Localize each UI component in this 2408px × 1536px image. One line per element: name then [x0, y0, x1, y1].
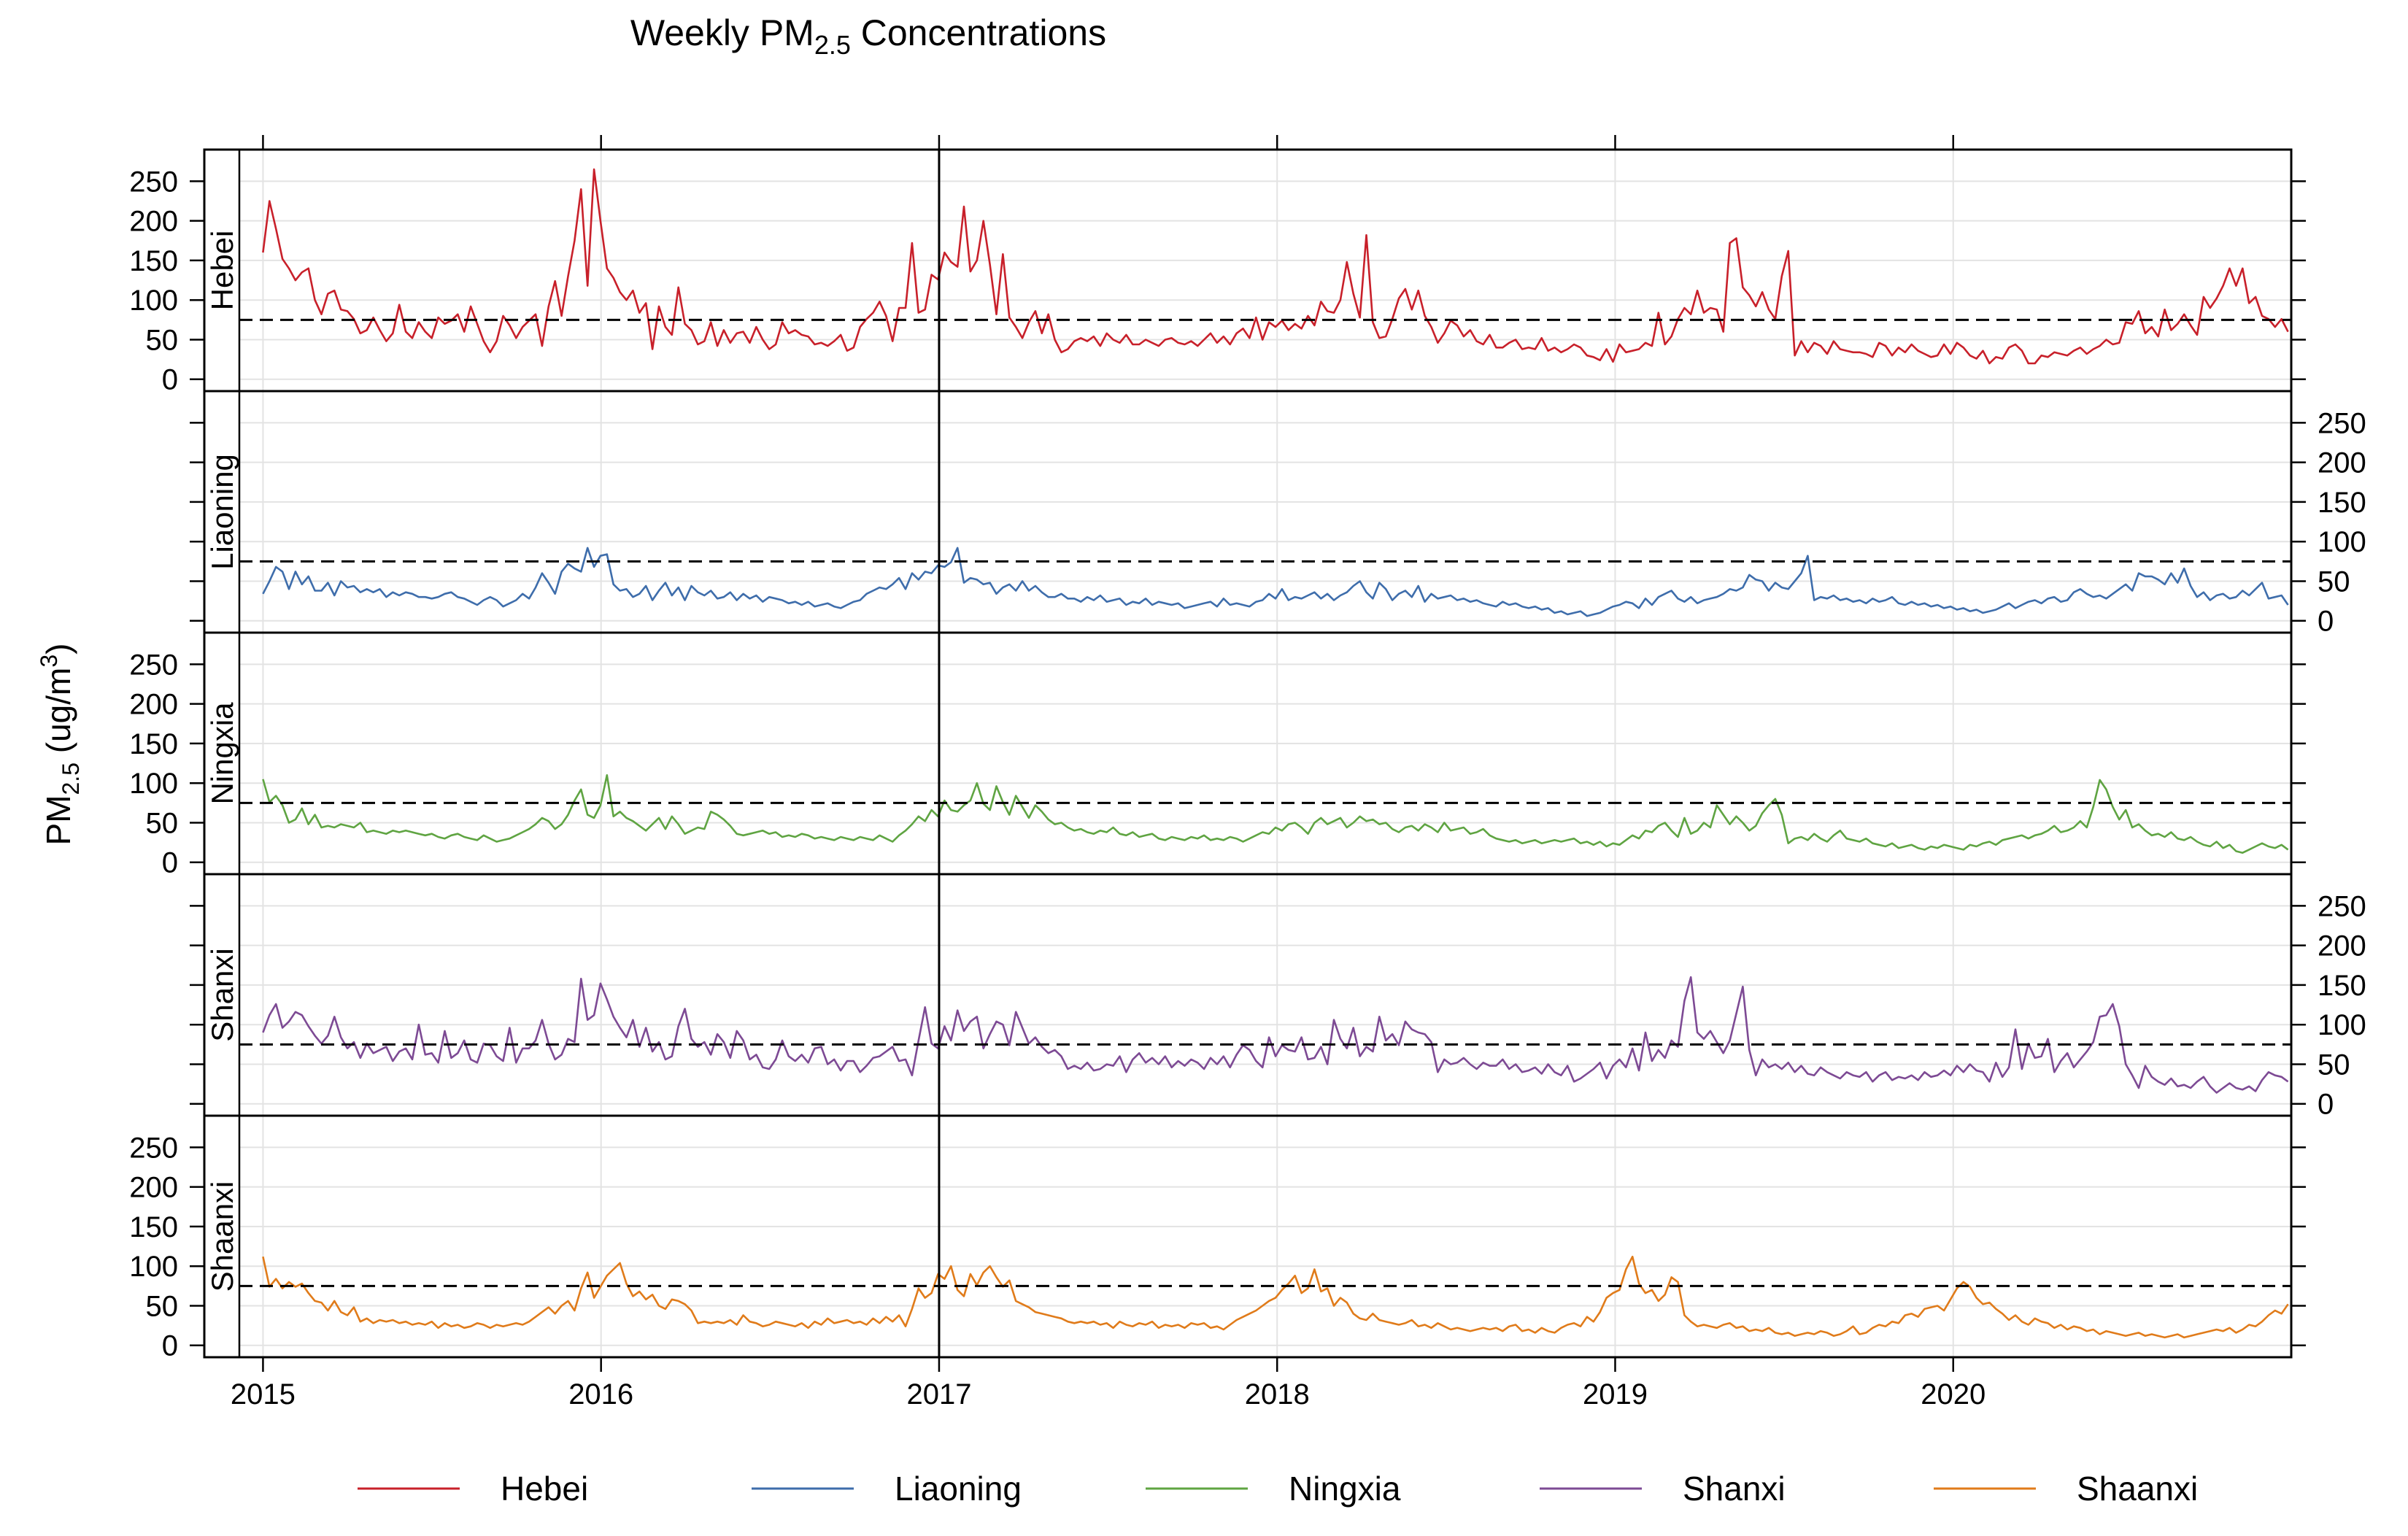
legend-label: Shaanxi: [2077, 1470, 2198, 1508]
y-tick-label: 200: [129, 206, 178, 238]
legend-item-liaoning: Liaoning: [752, 1470, 1022, 1508]
y-tick-label: 100: [129, 1251, 178, 1283]
panel-strip: [203, 873, 241, 1117]
series-line-hebei: [262, 168, 2289, 365]
panel-frame: [203, 1114, 2293, 1359]
y-tick-label: 200: [2318, 930, 2366, 962]
x-tick-label: 2016: [568, 1378, 633, 1410]
legend: Hebei Liaoning Ningxia Shanxi Shaanxi: [358, 1470, 2198, 1508]
y-tick-label: 100: [2318, 526, 2366, 558]
chart-title-sub: 2.5: [814, 30, 851, 60]
y-tick-label: 250: [2318, 890, 2366, 922]
panel-frame: [203, 631, 2293, 876]
y-axis-label: PM2.5 (ug/m3): [36, 644, 84, 846]
y-tick-label: 0: [162, 847, 178, 879]
y-tick-label: 50: [146, 1290, 179, 1322]
legend-label: Liaoning: [895, 1470, 1022, 1508]
legend-label: Hebei: [501, 1470, 588, 1508]
chart-title-rest: Concentrations: [851, 12, 1106, 53]
chart-title-main: Weekly PM: [630, 12, 814, 53]
y-tick-label: 250: [129, 166, 178, 198]
panel-label: Hebei: [205, 231, 239, 311]
y-tick-label: 0: [162, 364, 178, 396]
panels: Hebei 0 50 100 150 200 250 Liaoning 0 50 100 150 200…: [129, 148, 2366, 1362]
legend-item-shaanxi: Shaanxi: [1934, 1470, 2198, 1508]
legend-label: Shanxi: [1683, 1470, 1786, 1508]
series-line-shaanxi: [262, 1255, 2289, 1339]
legend-label: Ningxia: [1289, 1470, 1401, 1508]
series-line-liaoning: [262, 547, 2289, 617]
y-tick-label: 100: [129, 768, 178, 800]
panel-label: Shaanxi: [205, 1181, 239, 1292]
panel-label: Ningxia: [205, 702, 239, 805]
x-tick-label: 2018: [1245, 1378, 1310, 1410]
y-tick-label: 200: [129, 689, 178, 721]
panel-hebei: Hebei 0 50 100 150 200 250: [129, 148, 2306, 396]
y-label-unit: (ug/m: [39, 668, 77, 763]
panel-label: Shanxi: [205, 948, 239, 1041]
panel-frame: [203, 390, 2293, 634]
y-tick-label: 0: [162, 1330, 178, 1362]
y-tick-label: 200: [129, 1172, 178, 1204]
y-tick-label: 250: [129, 649, 178, 681]
y-tick-label: 0: [2318, 606, 2334, 638]
panel-shaanxi: Shaanxi 0 50 100 150 200 250: [129, 1114, 2306, 1362]
y-tick-label: 100: [2318, 1009, 2366, 1041]
y-label-sub: 2.5: [58, 763, 84, 795]
y-label-close: ): [39, 644, 77, 655]
legend-item-ningxia: Ningxia: [1146, 1470, 1401, 1508]
y-tick-label: 150: [129, 1211, 178, 1243]
y-tick-label: 150: [2318, 970, 2366, 1002]
panel-label: Liaoning: [205, 454, 239, 570]
y-label-main: PM: [39, 795, 77, 845]
panel-frame: [203, 148, 2293, 393]
y-tick-label: 50: [2318, 1049, 2350, 1081]
y-tick-label: 150: [129, 728, 178, 760]
chart-title: Weekly PM2.5 Concentrations: [630, 12, 1106, 60]
series-line-ningxia: [262, 774, 2289, 854]
x-tick-label: 2017: [906, 1378, 971, 1410]
y-tick-label: 150: [129, 245, 178, 277]
y-tick-label: 200: [2318, 447, 2366, 479]
series-line-shanxi: [262, 976, 2289, 1094]
panel-frame: [203, 873, 2293, 1117]
y-label-sup: 3: [36, 655, 62, 668]
y-tick-label: 0: [2318, 1089, 2334, 1121]
y-tick-label: 250: [2318, 407, 2366, 439]
y-tick-label: 150: [2318, 487, 2366, 519]
legend-item-hebei: Hebei: [358, 1470, 588, 1508]
x-tick-label: 2020: [1921, 1378, 1986, 1410]
panel-liaoning: Liaoning 0 50 100 150 200 250: [190, 390, 2366, 638]
legend-item-shanxi: Shanxi: [1540, 1470, 1786, 1508]
y-tick-label: 50: [146, 324, 179, 356]
panel-ningxia: Ningxia 0 50 100 150 200 250: [129, 631, 2306, 879]
panel-shanxi: Shanxi 0 50 100 150 200 250: [190, 873, 2366, 1121]
x-axis: 2015 2016 2017 2018 2019 2020: [231, 135, 1986, 1410]
y-tick-label: 50: [2318, 566, 2350, 598]
y-tick-label: 250: [129, 1132, 178, 1164]
y-tick-label: 100: [129, 285, 178, 317]
x-tick-label: 2019: [1583, 1378, 1648, 1410]
panel-strip: [203, 148, 241, 393]
y-tick-label: 50: [146, 807, 179, 839]
x-tick-label: 2015: [231, 1378, 296, 1410]
